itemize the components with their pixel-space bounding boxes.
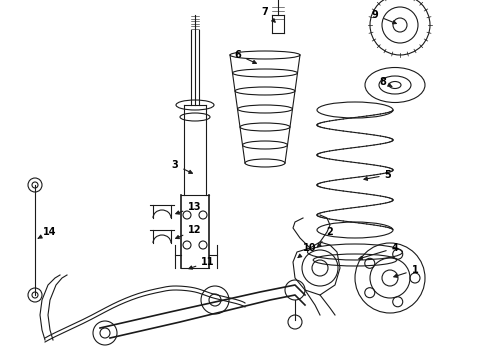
Text: 11: 11 [189,257,215,269]
Text: 10: 10 [298,243,317,258]
Text: 4: 4 [359,243,398,260]
Text: 3: 3 [172,160,193,174]
Text: 13: 13 [176,202,202,214]
Text: 2: 2 [318,227,333,247]
Text: 7: 7 [262,7,275,22]
Text: 5: 5 [364,170,392,180]
Text: 6: 6 [235,50,256,63]
Text: 1: 1 [394,265,418,277]
Text: 12: 12 [176,225,202,239]
Text: 14: 14 [38,227,57,238]
Text: 8: 8 [380,77,392,87]
Text: 9: 9 [371,10,396,24]
